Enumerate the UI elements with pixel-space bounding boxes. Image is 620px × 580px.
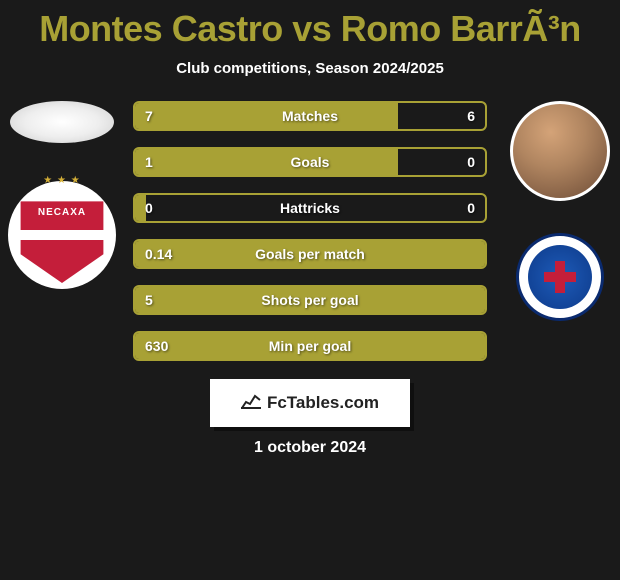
stats-column: 7 Matches 6 1 Goals 0 0 Hattricks 0 0.14…: [133, 101, 487, 361]
stat-label: Min per goal: [269, 338, 351, 354]
left-player-column: ★ ★ ★ NECAXA: [8, 101, 116, 289]
stat-bar-hattricks: 0 Hattricks 0: [133, 193, 487, 223]
stat-right-value: 6: [467, 108, 475, 124]
stat-left-value: 1: [145, 154, 153, 170]
date-text: 1 october 2024: [0, 439, 620, 457]
stat-bar-goals: 1 Goals 0: [133, 147, 487, 177]
chart-icon: [241, 393, 261, 414]
brand-badge[interactable]: FcTables.com: [210, 379, 410, 427]
stat-fill: [135, 149, 398, 175]
player-left-avatar: [10, 101, 114, 143]
stat-label: Shots per goal: [261, 292, 358, 308]
stat-label: Matches: [282, 108, 338, 124]
stat-label: Goals: [291, 154, 330, 170]
stat-bar-min-per-goal: 630 Min per goal: [133, 331, 487, 361]
necaxa-shield-icon: NECAXA: [16, 187, 108, 283]
stat-fill: [135, 103, 398, 129]
stars-icon: ★ ★ ★: [43, 175, 80, 186]
stat-fill: [135, 195, 146, 221]
stat-right-value: 0: [467, 154, 475, 170]
brand-name: FcTables.com: [267, 393, 379, 413]
stat-left-value: 0: [145, 200, 153, 216]
stat-bar-goals-per-match: 0.14 Goals per match: [133, 239, 487, 269]
stat-left-value: 0.14: [145, 246, 172, 262]
stat-label: Goals per match: [255, 246, 365, 262]
content-row: ★ ★ ★ NECAXA 7 Matches 6 1 Goals 0 0: [0, 101, 620, 361]
stat-label: Hattricks: [280, 200, 340, 216]
club-badge-left: ★ ★ ★ NECAXA: [8, 181, 116, 289]
right-player-column: [510, 101, 610, 321]
cruz-azul-icon: [528, 245, 592, 309]
player-right-avatar: [510, 101, 610, 201]
stat-bar-shots-per-goal: 5 Shots per goal: [133, 285, 487, 315]
subtitle: Club competitions, Season 2024/2025: [0, 60, 620, 77]
club-left-name: NECAXA: [38, 207, 86, 218]
stat-left-value: 5: [145, 292, 153, 308]
page-title: Montes Castro vs Romo BarrÃ³n: [0, 8, 620, 50]
club-badge-right: [516, 233, 604, 321]
stat-left-value: 7: [145, 108, 153, 124]
stat-bar-matches: 7 Matches 6: [133, 101, 487, 131]
stat-right-value: 0: [467, 200, 475, 216]
stat-left-value: 630: [145, 338, 168, 354]
cross-icon: [544, 261, 576, 293]
comparison-card: Montes Castro vs Romo BarrÃ³n Club compe…: [0, 0, 620, 457]
